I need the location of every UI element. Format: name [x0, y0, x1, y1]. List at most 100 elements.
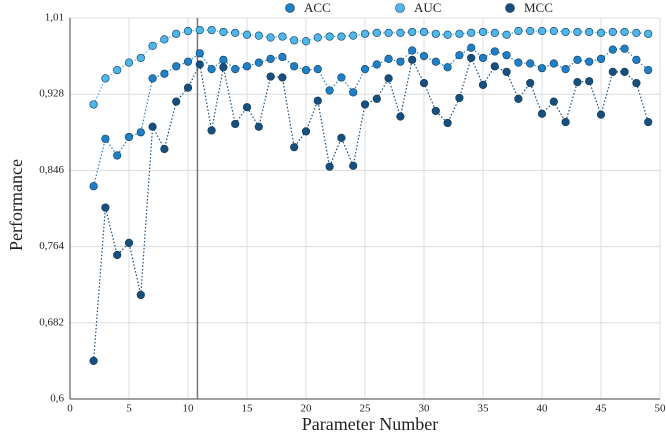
data-point: [514, 58, 523, 67]
data-point: [573, 55, 582, 64]
data-point: [443, 118, 452, 128]
data-point: [478, 53, 488, 63]
data-point: [136, 128, 145, 137]
data-point: [325, 162, 334, 171]
data-point: [585, 27, 594, 37]
legend-marker: [395, 3, 405, 13]
data-point: [431, 57, 440, 66]
data-point: [408, 27, 417, 37]
data-point: [360, 29, 370, 38]
data-point: [419, 51, 429, 61]
data-point: [620, 27, 629, 37]
data-point: [608, 27, 617, 37]
x-tick-label: 45: [596, 403, 608, 415]
data-point: [431, 29, 440, 38]
data-point: [490, 28, 499, 37]
data-point: [526, 26, 535, 36]
data-point: [337, 73, 346, 82]
data-point: [443, 63, 452, 72]
y-tick-label: 0,6: [50, 393, 64, 405]
data-point: [514, 26, 523, 36]
data-point: [101, 203, 110, 212]
data-point: [349, 31, 358, 40]
data-point: [278, 73, 287, 82]
data-point: [207, 65, 216, 74]
legend-label: AUC: [414, 0, 441, 15]
data-point: [337, 32, 346, 41]
y-tick-label: 0,846: [39, 164, 64, 176]
data-point: [89, 100, 98, 109]
data-point: [278, 32, 287, 41]
data-point: [124, 58, 134, 67]
data-point: [384, 74, 393, 83]
legend-label: MCC: [524, 0, 553, 15]
data-point: [478, 80, 488, 90]
data-point: [337, 133, 346, 142]
y-tick-label: 0,928: [39, 88, 64, 100]
data-point: [596, 54, 606, 63]
data-point: [301, 37, 311, 46]
data-point: [549, 97, 558, 106]
data-point: [195, 25, 204, 35]
x-tick-label: 30: [419, 403, 431, 415]
x-tick-label: 40: [537, 403, 549, 415]
y-tick-label: 0,682: [39, 316, 64, 328]
data-point: [585, 77, 594, 86]
data-point: [455, 29, 464, 38]
data-point: [573, 78, 582, 87]
data-point: [278, 52, 287, 62]
data-point: [502, 51, 511, 60]
data-point: [573, 27, 582, 37]
data-point: [644, 29, 653, 38]
data-point: [172, 97, 181, 106]
data-point: [360, 100, 370, 109]
x-tick-label: 25: [360, 403, 372, 415]
data-point: [537, 64, 547, 73]
data-point: [360, 65, 370, 74]
data-point: [148, 74, 157, 83]
data-point: [160, 35, 169, 44]
data-point: [372, 28, 381, 37]
data-point: [207, 25, 216, 35]
legend-label: ACC: [304, 0, 331, 15]
data-point: [408, 46, 417, 55]
data-point: [266, 54, 275, 63]
data-point: [231, 28, 240, 37]
data-point: [136, 53, 145, 63]
data-point: [596, 28, 606, 37]
legend-marker: [505, 3, 515, 13]
x-tick-label: 5: [126, 403, 132, 415]
data-point: [549, 59, 558, 68]
data-point: [644, 117, 653, 127]
data-point: [372, 94, 381, 103]
data-point: [124, 238, 134, 247]
data-point: [313, 96, 322, 105]
data-point: [242, 103, 252, 112]
data-point: [254, 122, 263, 131]
data-point: [183, 26, 193, 36]
data-point: [620, 44, 629, 53]
data-point: [384, 28, 393, 37]
data-point: [242, 30, 252, 39]
data-point: [585, 57, 594, 66]
data-point: [419, 27, 429, 37]
x-tick-label: 35: [478, 403, 490, 415]
y-axis-title: Performance: [6, 159, 26, 251]
data-point: [89, 356, 98, 366]
data-point: [207, 126, 216, 135]
data-point: [266, 33, 275, 42]
data-point: [136, 290, 145, 300]
data-point: [384, 54, 393, 63]
data-point: [408, 55, 417, 64]
data-point: [396, 112, 405, 121]
data-point: [113, 250, 122, 260]
data-point: [537, 26, 547, 36]
data-point: [101, 134, 110, 143]
data-point: [490, 62, 499, 71]
data-point: [113, 151, 122, 160]
data-point: [349, 88, 358, 97]
x-tick-label: 50: [655, 403, 666, 415]
data-point: [219, 63, 228, 72]
